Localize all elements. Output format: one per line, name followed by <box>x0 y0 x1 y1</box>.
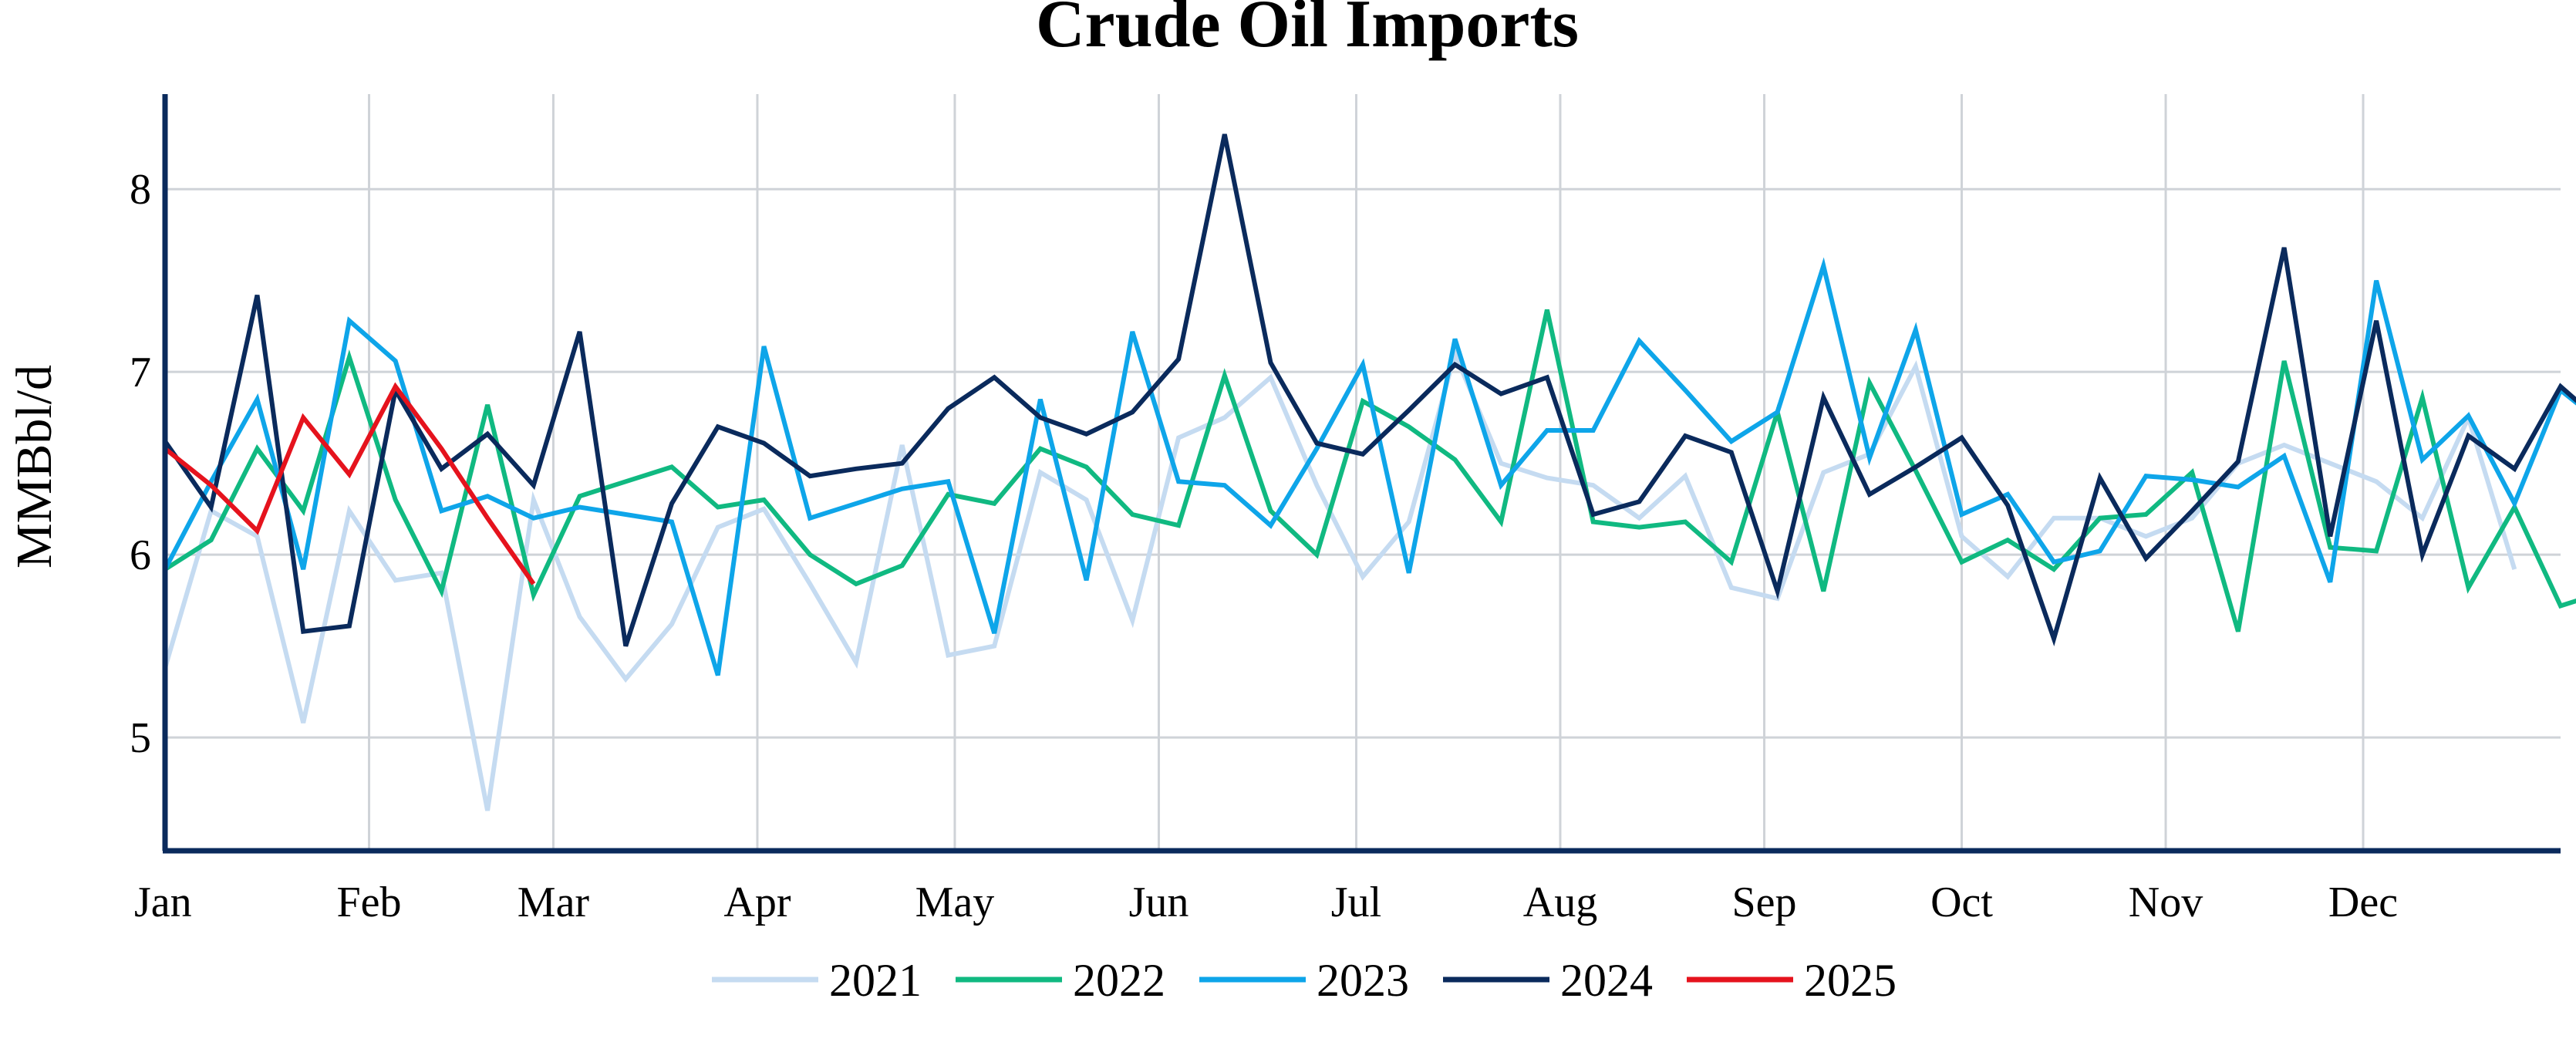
legend: 2021 2022 2023 2024 2025 <box>712 955 1897 1006</box>
legend-item-2022: 2022 <box>956 955 1165 1006</box>
series-line-2021 <box>163 346 2517 811</box>
legend-item-2025: 2025 <box>1687 955 1897 1006</box>
x-tick-label: Mar <box>518 879 590 926</box>
x-tick-label: Jul <box>1331 879 1381 926</box>
series-lines <box>163 133 2576 811</box>
y-tick-label: 5 <box>130 714 151 762</box>
legend-label: 2023 <box>1317 955 1409 1006</box>
axes <box>162 94 2561 854</box>
legend-item-2021: 2021 <box>712 955 922 1006</box>
grid <box>165 94 2561 851</box>
tick-labels: 5 6 7 8 Jan Feb Mar Apr May Jun Jul Aug Sep Oct Nov Dec <box>130 166 2398 926</box>
chart-title: Crude Oil Imports <box>1036 0 1579 62</box>
y-axis-label: MMBbl/d <box>6 365 62 568</box>
legend-item-2023: 2023 <box>1199 955 1409 1006</box>
x-tick-label: May <box>915 879 995 926</box>
y-tick-label: 6 <box>130 531 151 579</box>
legend-label: 2022 <box>1073 955 1165 1006</box>
y-tick-label: 8 <box>130 166 151 214</box>
x-tick-label: Sep <box>1732 879 1797 926</box>
legend-item-2024: 2024 <box>1443 955 1653 1006</box>
x-tick-label: Nov <box>2129 879 2203 926</box>
x-tick-label: Jun <box>1129 879 1189 926</box>
x-tick-label: Aug <box>1523 879 1597 926</box>
legend-label: 2024 <box>1560 955 1653 1006</box>
x-tick-label: Jan <box>134 879 192 926</box>
series-line-2023 <box>163 257 2576 676</box>
legend-label: 2021 <box>829 955 922 1006</box>
series-line-2024 <box>163 133 2576 647</box>
x-tick-label: Apr <box>723 879 791 926</box>
x-tick-label: Dec <box>2328 879 2398 926</box>
series-line-2025 <box>164 382 536 585</box>
y-tick-label: 7 <box>130 349 151 396</box>
x-tick-label: Feb <box>337 879 402 926</box>
legend-label: 2025 <box>1804 955 1897 1006</box>
x-tick-label: Oct <box>1930 879 1993 926</box>
series-line-2022 <box>164 309 2576 632</box>
